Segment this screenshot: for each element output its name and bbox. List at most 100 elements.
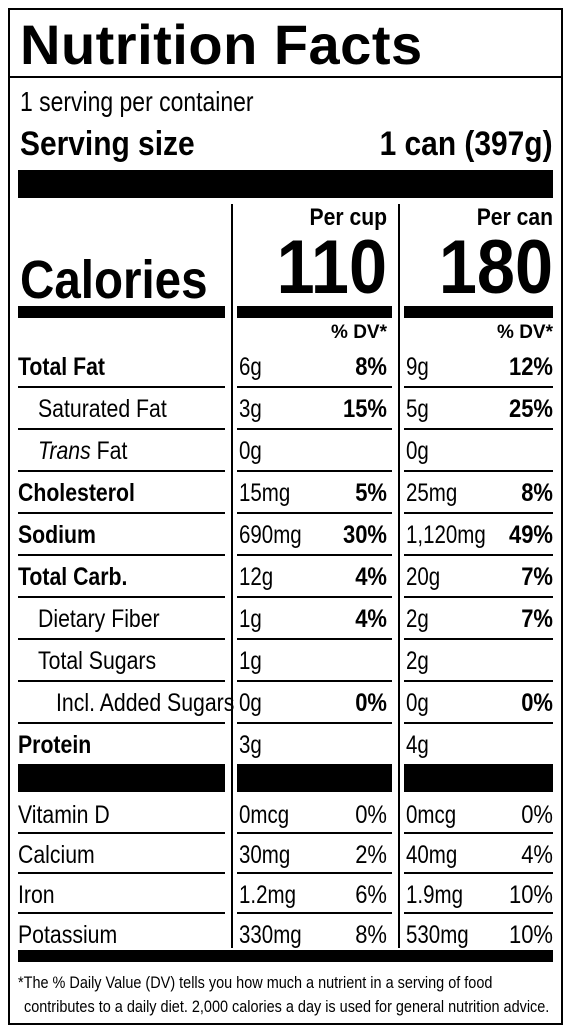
col1-amount: 0g xyxy=(239,437,262,465)
col2-calories: 180 xyxy=(438,225,553,310)
row-rule xyxy=(18,912,225,914)
nutrient-row: Dietary Fiber 1g 4% 2g 7% xyxy=(10,598,561,640)
row-rule xyxy=(404,596,553,598)
nutrient-name: Incl. Added Sugars xyxy=(56,689,235,717)
col2-dv: 10% xyxy=(508,881,553,909)
vitamin-row: Vitamin D 0mcg 0% 0mcg 0% xyxy=(10,794,561,836)
nutrient-row: Total Carb. 12g 4% 20g 7% xyxy=(10,556,561,598)
col1-dv: 2% xyxy=(355,841,387,869)
row-rule xyxy=(18,872,225,874)
col1-calories: 110 xyxy=(276,225,387,310)
nutrient-name: Potassium xyxy=(18,921,118,949)
col2-dv: 7% xyxy=(521,605,553,633)
col2-header: Per can xyxy=(476,204,553,231)
nutrient-name: Cholesterol xyxy=(18,479,135,507)
label-title: Nutrition Facts xyxy=(20,13,423,76)
footnote-line-2: contributes to a daily diet. 2,000 calor… xyxy=(24,997,550,1016)
col2-amount: 4g xyxy=(406,731,429,759)
nutrient-name: Dietary Fiber xyxy=(38,605,160,633)
row-rule xyxy=(18,596,225,598)
row-rule xyxy=(18,470,225,472)
col1-dv: 8% xyxy=(355,353,387,381)
col1-amount: 15mg xyxy=(239,479,291,507)
serving-size-label: Serving size xyxy=(20,125,195,163)
col1-dv: 5% xyxy=(355,479,387,507)
vitamin-row: Calcium 30mg 2% 40mg 4% xyxy=(10,834,561,876)
column-divider-2 xyxy=(398,204,400,948)
nutrient-name: Iron xyxy=(18,881,55,909)
col2-dv-header: % DV* xyxy=(497,322,553,343)
col1-dv-header: % DV* xyxy=(331,322,387,343)
column-divider-1 xyxy=(231,204,233,948)
col2-amount: 5g xyxy=(406,395,429,423)
thick-bar-top xyxy=(18,170,553,198)
col1-amount: 1g xyxy=(239,605,262,633)
title-rule xyxy=(10,76,561,78)
row-rule xyxy=(18,512,225,514)
row-rule xyxy=(404,832,553,834)
col1-amount: 3g xyxy=(239,731,262,759)
col2-amount: 0g xyxy=(406,437,429,465)
calories-label: Calories xyxy=(20,250,208,310)
col2-amount: 40mg xyxy=(406,841,458,869)
row-rule xyxy=(237,638,392,640)
col2-amount: 20g xyxy=(406,563,441,591)
col1-amount: 1.2mg xyxy=(239,881,296,909)
nutrient-name-rest: Fat xyxy=(90,437,128,465)
calories-bar-name xyxy=(18,306,225,318)
row-rule xyxy=(237,872,392,874)
row-rule xyxy=(237,596,392,598)
calories-bar-col1 xyxy=(237,306,392,318)
row-rule xyxy=(18,554,225,556)
row-rule xyxy=(404,872,553,874)
row-rule xyxy=(404,912,553,914)
vitamin-row: Iron 1.2mg 6% 1.9mg 10% xyxy=(10,874,561,916)
col1-dv: 15% xyxy=(342,395,387,423)
col2-dv: 12% xyxy=(508,353,553,381)
row-rule xyxy=(404,638,553,640)
nutrient-row: Incl. Added Sugars 0g 0% 0g 0% xyxy=(10,682,561,724)
row-rule xyxy=(404,554,553,556)
col1-dv: 0% xyxy=(355,801,387,829)
col1-amount: 30mg xyxy=(239,841,291,869)
thick-bar-bottom xyxy=(18,950,553,962)
nutrient-name: Total Sugars xyxy=(38,647,157,675)
nutrient-row: Total Sugars 1g 2g xyxy=(10,640,561,682)
col1-amount: 12g xyxy=(239,563,274,591)
row-rule xyxy=(237,722,392,724)
row-rule xyxy=(237,680,392,682)
serving-size-value: 1 can (397g) xyxy=(380,125,553,163)
nutrient-name: Saturated Fat xyxy=(38,395,167,423)
row-rule xyxy=(237,512,392,514)
col2-amount: 0g xyxy=(406,689,429,717)
nutrient-row: Sodium 690mg 30% 1,120mg 49% xyxy=(10,514,561,556)
col2-dv: 8% xyxy=(521,479,553,507)
nutrient-row: Total Fat 6g 8% 9g 12% xyxy=(10,346,561,388)
thick-bar-vitamins-col1 xyxy=(237,764,392,792)
col2-dv: 0% xyxy=(521,689,553,717)
row-rule xyxy=(18,680,225,682)
nutrient-name: Sodium xyxy=(18,521,96,549)
col2-amount: 1,120mg xyxy=(406,521,486,549)
col1-amount: 0mcg xyxy=(239,801,290,829)
col1-dv: 4% xyxy=(355,563,387,591)
row-rule xyxy=(404,470,553,472)
nutrient-name-italic: Trans xyxy=(38,437,91,465)
col1-amount: 1g xyxy=(239,647,262,675)
col2-amount: 25mg xyxy=(406,479,458,507)
col1-header: Per cup xyxy=(309,204,387,231)
row-rule xyxy=(237,832,392,834)
thick-bar-vitamins-col2 xyxy=(404,764,553,792)
row-rule xyxy=(18,638,225,640)
nutrition-label: Nutrition Facts 1 serving per container … xyxy=(8,8,563,1025)
row-rule xyxy=(237,386,392,388)
col2-dv: 7% xyxy=(521,563,553,591)
col2-dv: 25% xyxy=(508,395,553,423)
thick-bar-vitamins-name xyxy=(18,764,225,792)
row-rule xyxy=(404,680,553,682)
col1-amount: 3g xyxy=(239,395,262,423)
vitamin-row: Potassium 330mg 8% 530mg 10% xyxy=(10,914,561,956)
row-rule xyxy=(18,722,225,724)
col2-dv: 0% xyxy=(521,801,553,829)
col1-dv: 8% xyxy=(355,921,387,949)
